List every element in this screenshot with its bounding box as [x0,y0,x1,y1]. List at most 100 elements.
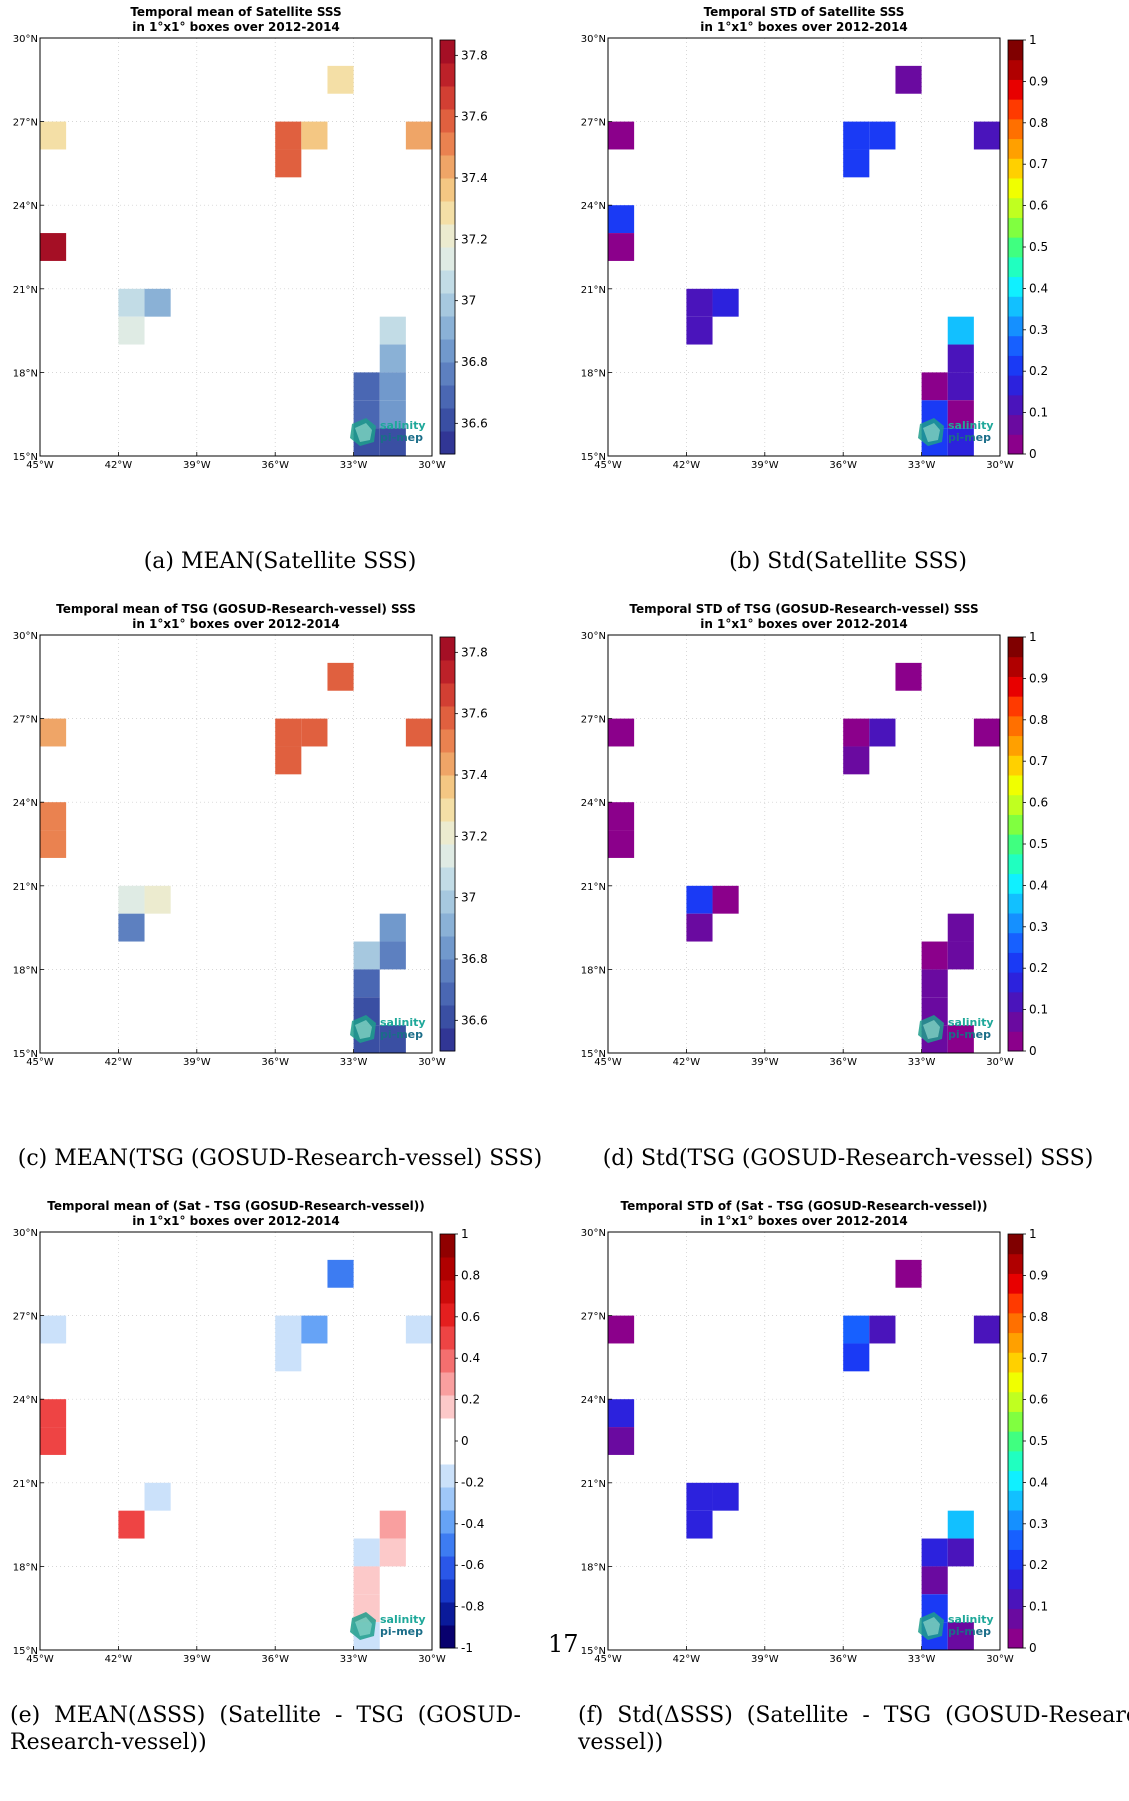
colorbar-segment [1008,138,1023,159]
colorbar-segment [1008,1234,1023,1255]
colorbar-tick-label: 0.4 [1029,878,1048,892]
x-tick-label: 42°W [673,1057,701,1068]
heatmap-cell [947,1510,974,1539]
heatmap-cell [895,65,922,94]
colorbar-segment [440,1303,455,1327]
figure-caption: (f) Std(ΔSSS) (Satellite - TSG (GOSUD-Re… [578,1703,1129,1755]
colorbar-segment [1008,59,1023,80]
colorbar-segment [1008,814,1023,835]
colorbar-tick-label: 0.3 [1029,1517,1048,1531]
colorbar-tick-label: 37.2 [461,232,488,246]
colorbar-segment [440,431,455,455]
heatmap-cell [843,746,870,775]
colorbar-segment [440,385,455,409]
colorbar-tick-label: 37.6 [461,110,488,124]
heatmap-cell [843,121,870,150]
colorbar-frame [439,636,456,1052]
colorbar-segment [440,316,455,340]
y-tick-label: 27°N [581,715,606,726]
chart-f-svg: Temporal STD of (Sat - TSG (GOSUD-Resear… [581,1199,1048,1665]
plot-frame [39,634,433,1054]
y-tick-label: 27°N [13,118,38,129]
svg-text:pi-mep: pi-mep [380,431,423,444]
heatmap-cell [947,913,974,942]
svg-text:salinity: salinity [380,1613,426,1626]
chart-title: Temporal mean of TSG (GOSUD-Research-ves… [56,602,416,631]
colorbar-segment [1008,1391,1023,1412]
heatmap-cell [947,316,974,345]
heatmap-cell [379,913,406,942]
plot-frame [607,37,1001,457]
chart-title: Temporal STD of TSG (GOSUD-Research-vess… [629,602,978,631]
colorbar-segment [1008,1352,1023,1373]
y-tick-label: 21°N [13,882,38,893]
heatmap-cell [843,1343,870,1372]
colorbar-tick-label: 0.5 [1029,837,1048,851]
heatmap-cell [947,1622,974,1650]
heatmap-cell [843,1315,870,1344]
heatmap-cell [608,1399,635,1428]
x-tick-label: 39°W [751,1057,779,1068]
heatmap-cell [686,1510,713,1539]
colorbar-segment [440,1395,455,1419]
colorbar-tick-label: 0.8 [1029,1310,1048,1324]
heatmap-cell [118,1510,145,1539]
colorbar-segment [1008,735,1023,756]
x-tick-label: 36°W [261,1654,289,1665]
page-number: 17 [548,1630,579,1658]
heatmap-cell [40,830,67,858]
colorbar-segment [1008,394,1023,416]
heatmap-cell [144,1482,171,1511]
colorbar-tick-label: 0.6 [1029,1393,1048,1407]
colorbar-tick-label: 0.2 [461,1393,480,1407]
colorbar-segment [1008,1510,1023,1531]
heatmap-cell [353,1538,380,1567]
chart-a-svg: Temporal mean of Satellite SSS in 1°x1° b… [13,5,488,471]
heatmap-cell [947,372,974,401]
colorbar-tick-label: 0.6 [1029,796,1048,810]
heatmap-cell [275,718,302,747]
x-tick-label: 36°W [261,1057,289,1068]
colorbar-segment [1008,276,1023,297]
colorbar-segment [440,729,455,753]
colorbar-segment [440,867,455,891]
plot-frame [39,37,433,457]
heatmap-cell [275,746,302,775]
colorbar-tick-label: 37.6 [461,707,488,721]
colorbar-segment [1008,178,1023,199]
heatmap-cell [40,1427,67,1455]
heatmap-cell [353,941,380,970]
colorbar-segment [440,913,455,937]
colorbar-segment [440,844,455,868]
colorbar-segment [440,178,455,202]
y-tick-label: 18°N [581,368,606,379]
heatmap-cell [379,1538,406,1567]
colorbar-segment [1008,1411,1023,1432]
colorbar-segment [440,247,455,271]
colorbar-segment [440,1326,455,1350]
svg-text:salinity: salinity [380,1016,426,1029]
y-tick-label: 18°N [13,1562,38,1573]
colorbar-segment [1008,755,1023,776]
colorbar-segment [440,224,455,248]
heatmap-cell [353,372,380,401]
heatmap-cell [686,288,713,317]
colorbar-tick-label: 0 [1029,1044,1037,1058]
heatmap-cell [40,1315,67,1344]
heatmap-cell [301,718,328,747]
colorbar-tick-label: 37.4 [461,171,488,185]
chart-b-svg: Temporal STD of Satellite SSS in 1°x1° bo… [581,5,1048,471]
colorbar-segment [440,293,455,317]
svg-text:pi-mep: pi-mep [380,1625,423,1638]
colorbar-segment [440,1510,455,1534]
colorbar-tick-label: 0.2 [1029,1558,1048,1572]
plot-frame [607,1231,1001,1651]
heatmap-cell [947,941,974,970]
heatmap-cell [973,1315,1000,1344]
colorbar-segment [1008,237,1023,258]
x-tick-label: 30°W [418,1057,446,1068]
heatmap-cell [895,1259,922,1288]
colorbar-segment [1008,991,1023,1013]
colorbar-segment [1008,217,1023,238]
